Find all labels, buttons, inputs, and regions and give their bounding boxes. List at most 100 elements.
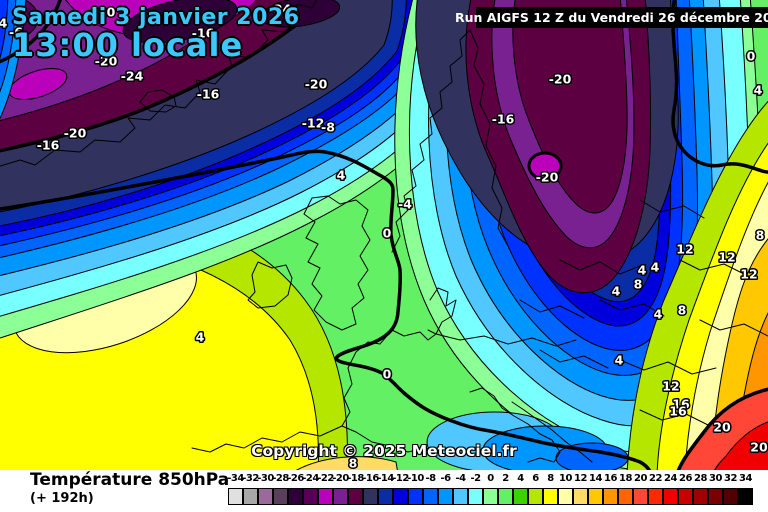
run-info-banner: Run AIGFS 12 Z du Vendredi 26 décembre 2… bbox=[455, 7, 768, 28]
scale-value: -12 bbox=[392, 473, 409, 484]
scale-swatch bbox=[708, 488, 723, 505]
scale-swatch bbox=[528, 488, 543, 505]
isotherm-label: -12 bbox=[302, 116, 325, 131]
scale-value: -16 bbox=[362, 473, 379, 484]
scale-swatch bbox=[228, 488, 243, 505]
scale-swatch bbox=[663, 488, 678, 505]
scale-value: -4 bbox=[455, 473, 466, 484]
scale-value: 8 bbox=[547, 473, 554, 484]
isotherm-label: -24 bbox=[269, 2, 292, 17]
scale-value: 6 bbox=[532, 473, 539, 484]
isotherm-label: 4 bbox=[337, 168, 346, 183]
scale-value: 22 bbox=[649, 473, 662, 484]
scale-value: 20 bbox=[634, 473, 647, 484]
scale-swatch bbox=[393, 488, 408, 505]
isotherm-label: 4 bbox=[612, 284, 621, 299]
scale-value: 12 bbox=[574, 473, 587, 484]
isotherm-label: 8 bbox=[349, 456, 358, 471]
scale-value: -2 bbox=[470, 473, 481, 484]
isotherm-label: -20 bbox=[305, 77, 328, 92]
isotherm-label: -6 bbox=[9, 25, 23, 40]
scale-value: -32 bbox=[242, 473, 259, 484]
isotherm-label: -20 bbox=[95, 54, 118, 69]
scale-swatch bbox=[588, 488, 603, 505]
isotherm-label: -24 bbox=[121, 69, 144, 84]
isotherm-label: 8 bbox=[756, 228, 765, 243]
scale-swatch bbox=[243, 488, 258, 505]
scale-value: -6 bbox=[440, 473, 451, 484]
isotherm-label: -20 bbox=[536, 170, 559, 185]
scale-value: -8 bbox=[425, 473, 436, 484]
scale-swatch bbox=[303, 488, 318, 505]
scale-value: 30 bbox=[709, 473, 722, 484]
scale-swatch bbox=[408, 488, 423, 505]
isotherm-labels: -20 -24-164-6-20-24-16-20-12-8-20-16-20-1… bbox=[0, 0, 768, 471]
scale-swatch bbox=[633, 488, 648, 505]
isotherm-label: 8 bbox=[678, 303, 687, 318]
scale-swatch bbox=[348, 488, 363, 505]
time-text: 13:00 locale bbox=[12, 26, 244, 65]
scale-swatch bbox=[558, 488, 573, 505]
legend-strip: Température 850hPa (+ 192h) -34 -32 -30 -28… bbox=[0, 470, 768, 512]
date-text: Samedi 3 janvier 2026 bbox=[12, 5, 300, 30]
scale-value: -10 bbox=[407, 473, 424, 484]
isotherm-label: 12 bbox=[718, 250, 735, 265]
date-box: Samedi 3 janvier 2026 13:00 locale bbox=[12, 6, 300, 63]
isotherm-label: -4 bbox=[398, 197, 412, 212]
isotherm-label: 4 bbox=[654, 307, 663, 322]
isotherm-label: -16 bbox=[492, 112, 515, 127]
scale-swatch bbox=[258, 488, 273, 505]
scale-swatch bbox=[363, 488, 378, 505]
scale-value: -24 bbox=[302, 473, 319, 484]
isotherm-label: 0 bbox=[383, 367, 392, 382]
copyright-text: Copyright © 2025 Meteociel.fr bbox=[251, 442, 517, 460]
scale-value: -26 bbox=[287, 473, 304, 484]
isotherm-label: -8 bbox=[321, 120, 335, 135]
scale-swatch bbox=[483, 488, 498, 505]
scale-swatch bbox=[288, 488, 303, 505]
isotherm-label: 4 bbox=[754, 83, 763, 98]
scale-swatch bbox=[678, 488, 693, 505]
isotherm-label: 4 bbox=[0, 16, 8, 31]
scale-value: 34 bbox=[739, 473, 752, 484]
isotherm-label: 20 bbox=[713, 420, 731, 435]
scale-value: 32 bbox=[724, 473, 737, 484]
isotherm-label: -16 bbox=[192, 26, 215, 41]
legend-title: Température 850hPa bbox=[30, 470, 230, 490]
scale-value: -14 bbox=[377, 473, 394, 484]
scale-value: 18 bbox=[619, 473, 632, 484]
isotherm-label: 4 bbox=[651, 260, 660, 275]
scale-swatch bbox=[438, 488, 453, 505]
isotherm-label: 16 bbox=[669, 404, 687, 419]
scale-swatch bbox=[723, 488, 738, 505]
scale-value: -18 bbox=[347, 473, 364, 484]
scale-swatch bbox=[603, 488, 618, 505]
scale-value: 2 bbox=[502, 473, 509, 484]
isotherm-label: 4 bbox=[196, 330, 205, 345]
scale-swatch bbox=[693, 488, 708, 505]
scale-value: -22 bbox=[317, 473, 334, 484]
scale-value: 26 bbox=[679, 473, 692, 484]
isotherm-label: -20 bbox=[64, 126, 87, 141]
isotherm-label: 12 bbox=[676, 242, 693, 257]
scale-value: 10 bbox=[559, 473, 572, 484]
scale-swatch bbox=[423, 488, 438, 505]
scale-value: -28 bbox=[272, 473, 289, 484]
temperature-map: -20 -24-164-6-20-24-16-20-12-8-20-16-20-1… bbox=[0, 0, 768, 470]
scale-swatch bbox=[543, 488, 558, 505]
scale-value: 28 bbox=[694, 473, 707, 484]
isotherm-label: -20 bbox=[93, 5, 116, 20]
scale-value: 4 bbox=[517, 473, 524, 484]
scale-swatch bbox=[573, 488, 588, 505]
scale-swatch bbox=[318, 488, 333, 505]
scale-swatch bbox=[378, 488, 393, 505]
isotherm-label: 16 bbox=[672, 397, 690, 412]
isotherm-label: 20 bbox=[750, 440, 768, 455]
isotherm-label: -20 bbox=[549, 72, 572, 87]
scale-value: 16 bbox=[604, 473, 617, 484]
scale-swatch bbox=[453, 488, 468, 505]
scale-value: -20 bbox=[332, 473, 349, 484]
isotherm-label: 0 bbox=[383, 226, 392, 241]
scale-swatch bbox=[333, 488, 348, 505]
